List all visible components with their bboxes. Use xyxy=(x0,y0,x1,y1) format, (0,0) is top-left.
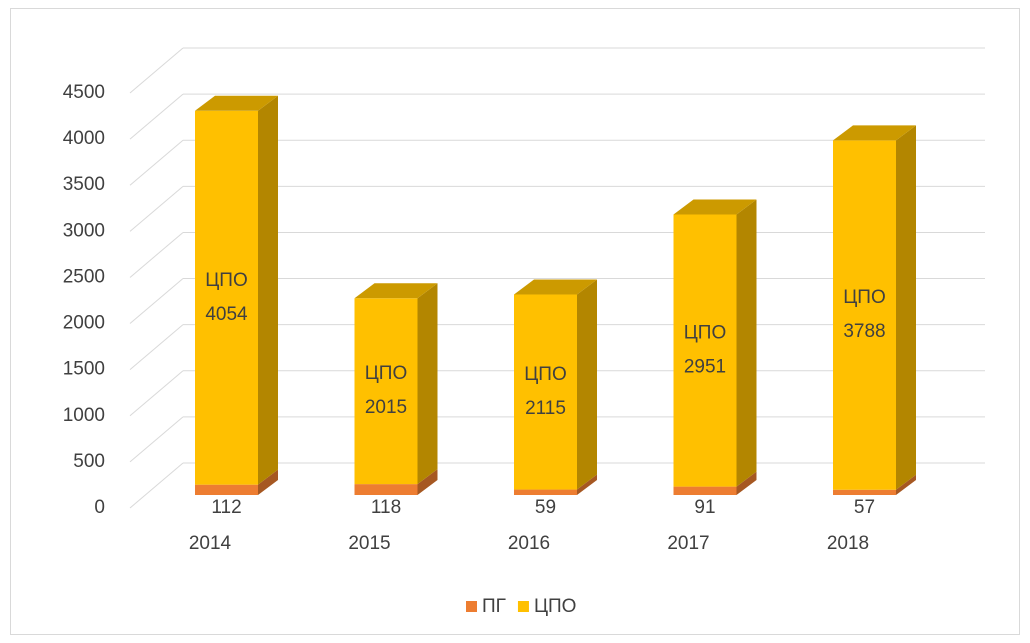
grid-line xyxy=(129,93,184,140)
bar xyxy=(833,140,896,490)
bar-side xyxy=(896,125,916,490)
grid-line xyxy=(129,324,184,371)
grid-line xyxy=(129,278,184,324)
bar xyxy=(195,484,258,495)
grid-line xyxy=(129,47,184,94)
y-tick-label: 2500 xyxy=(63,266,105,287)
y-tick-label: 1500 xyxy=(63,359,105,380)
y-tick-label: 0 xyxy=(94,497,105,518)
bar xyxy=(514,489,577,495)
x-tick-label: 2016 xyxy=(508,533,550,554)
data-label: 3788 xyxy=(843,321,885,342)
x-tick-label: 2017 xyxy=(667,533,709,554)
y-tick-label: 3000 xyxy=(63,220,105,241)
legend-label: ЦПО xyxy=(534,596,577,617)
bar-side xyxy=(736,471,757,495)
bar-top xyxy=(833,125,916,141)
data-label: 59 xyxy=(535,497,556,518)
y-tick-label: 2000 xyxy=(63,313,105,334)
bar xyxy=(833,489,896,495)
data-label-name: ЦПО xyxy=(524,364,567,385)
data-label: 57 xyxy=(854,497,875,518)
bar-side xyxy=(896,474,916,495)
grid-line xyxy=(129,416,184,463)
x-tick-label: 2014 xyxy=(189,533,232,554)
bar-side xyxy=(258,95,278,485)
bar-side xyxy=(258,469,278,495)
data-label: 112 xyxy=(211,497,241,518)
data-label: 2115 xyxy=(525,398,566,419)
grid-line xyxy=(129,139,184,186)
grid-line xyxy=(129,232,184,278)
bar xyxy=(195,110,258,485)
y-tick-label: 3500 xyxy=(63,174,105,195)
y-tick-label: 1000 xyxy=(63,405,105,426)
grid-line xyxy=(129,185,184,232)
legend-swatch xyxy=(466,601,477,612)
bar xyxy=(673,214,737,487)
bar xyxy=(354,298,418,485)
bar xyxy=(514,294,577,490)
bar xyxy=(354,484,418,495)
legend-label: ПГ xyxy=(482,596,506,617)
data-label-name: ЦПО xyxy=(365,363,408,384)
data-label: 2951 xyxy=(684,357,726,378)
legend-swatch xyxy=(517,601,529,612)
x-tick-label: 2015 xyxy=(348,533,390,554)
y-tick-label: 500 xyxy=(73,451,105,472)
bar xyxy=(673,486,737,495)
data-label: 118 xyxy=(371,497,401,518)
x-tick-label: 2018 xyxy=(827,533,869,554)
data-label: 4054 xyxy=(205,304,248,325)
bar-top xyxy=(354,283,438,299)
bar-top xyxy=(514,279,597,295)
bar-side xyxy=(417,283,438,485)
bar-side xyxy=(736,199,757,487)
data-label-name: ЦПО xyxy=(684,323,727,344)
data-label-name: ЦПО xyxy=(205,270,248,291)
bar-side xyxy=(577,279,597,490)
y-tick-label: 4500 xyxy=(63,82,105,103)
data-label: 2015 xyxy=(365,397,407,418)
bar-side xyxy=(577,474,597,495)
bar-top xyxy=(673,199,757,215)
grid-line xyxy=(129,462,184,509)
data-label-name: ЦПО xyxy=(843,287,886,308)
data-label: 91 xyxy=(694,497,715,518)
bar-top xyxy=(195,95,278,111)
y-tick-label: 4000 xyxy=(63,128,105,149)
grid-line xyxy=(129,370,184,417)
bar-side xyxy=(417,469,438,495)
